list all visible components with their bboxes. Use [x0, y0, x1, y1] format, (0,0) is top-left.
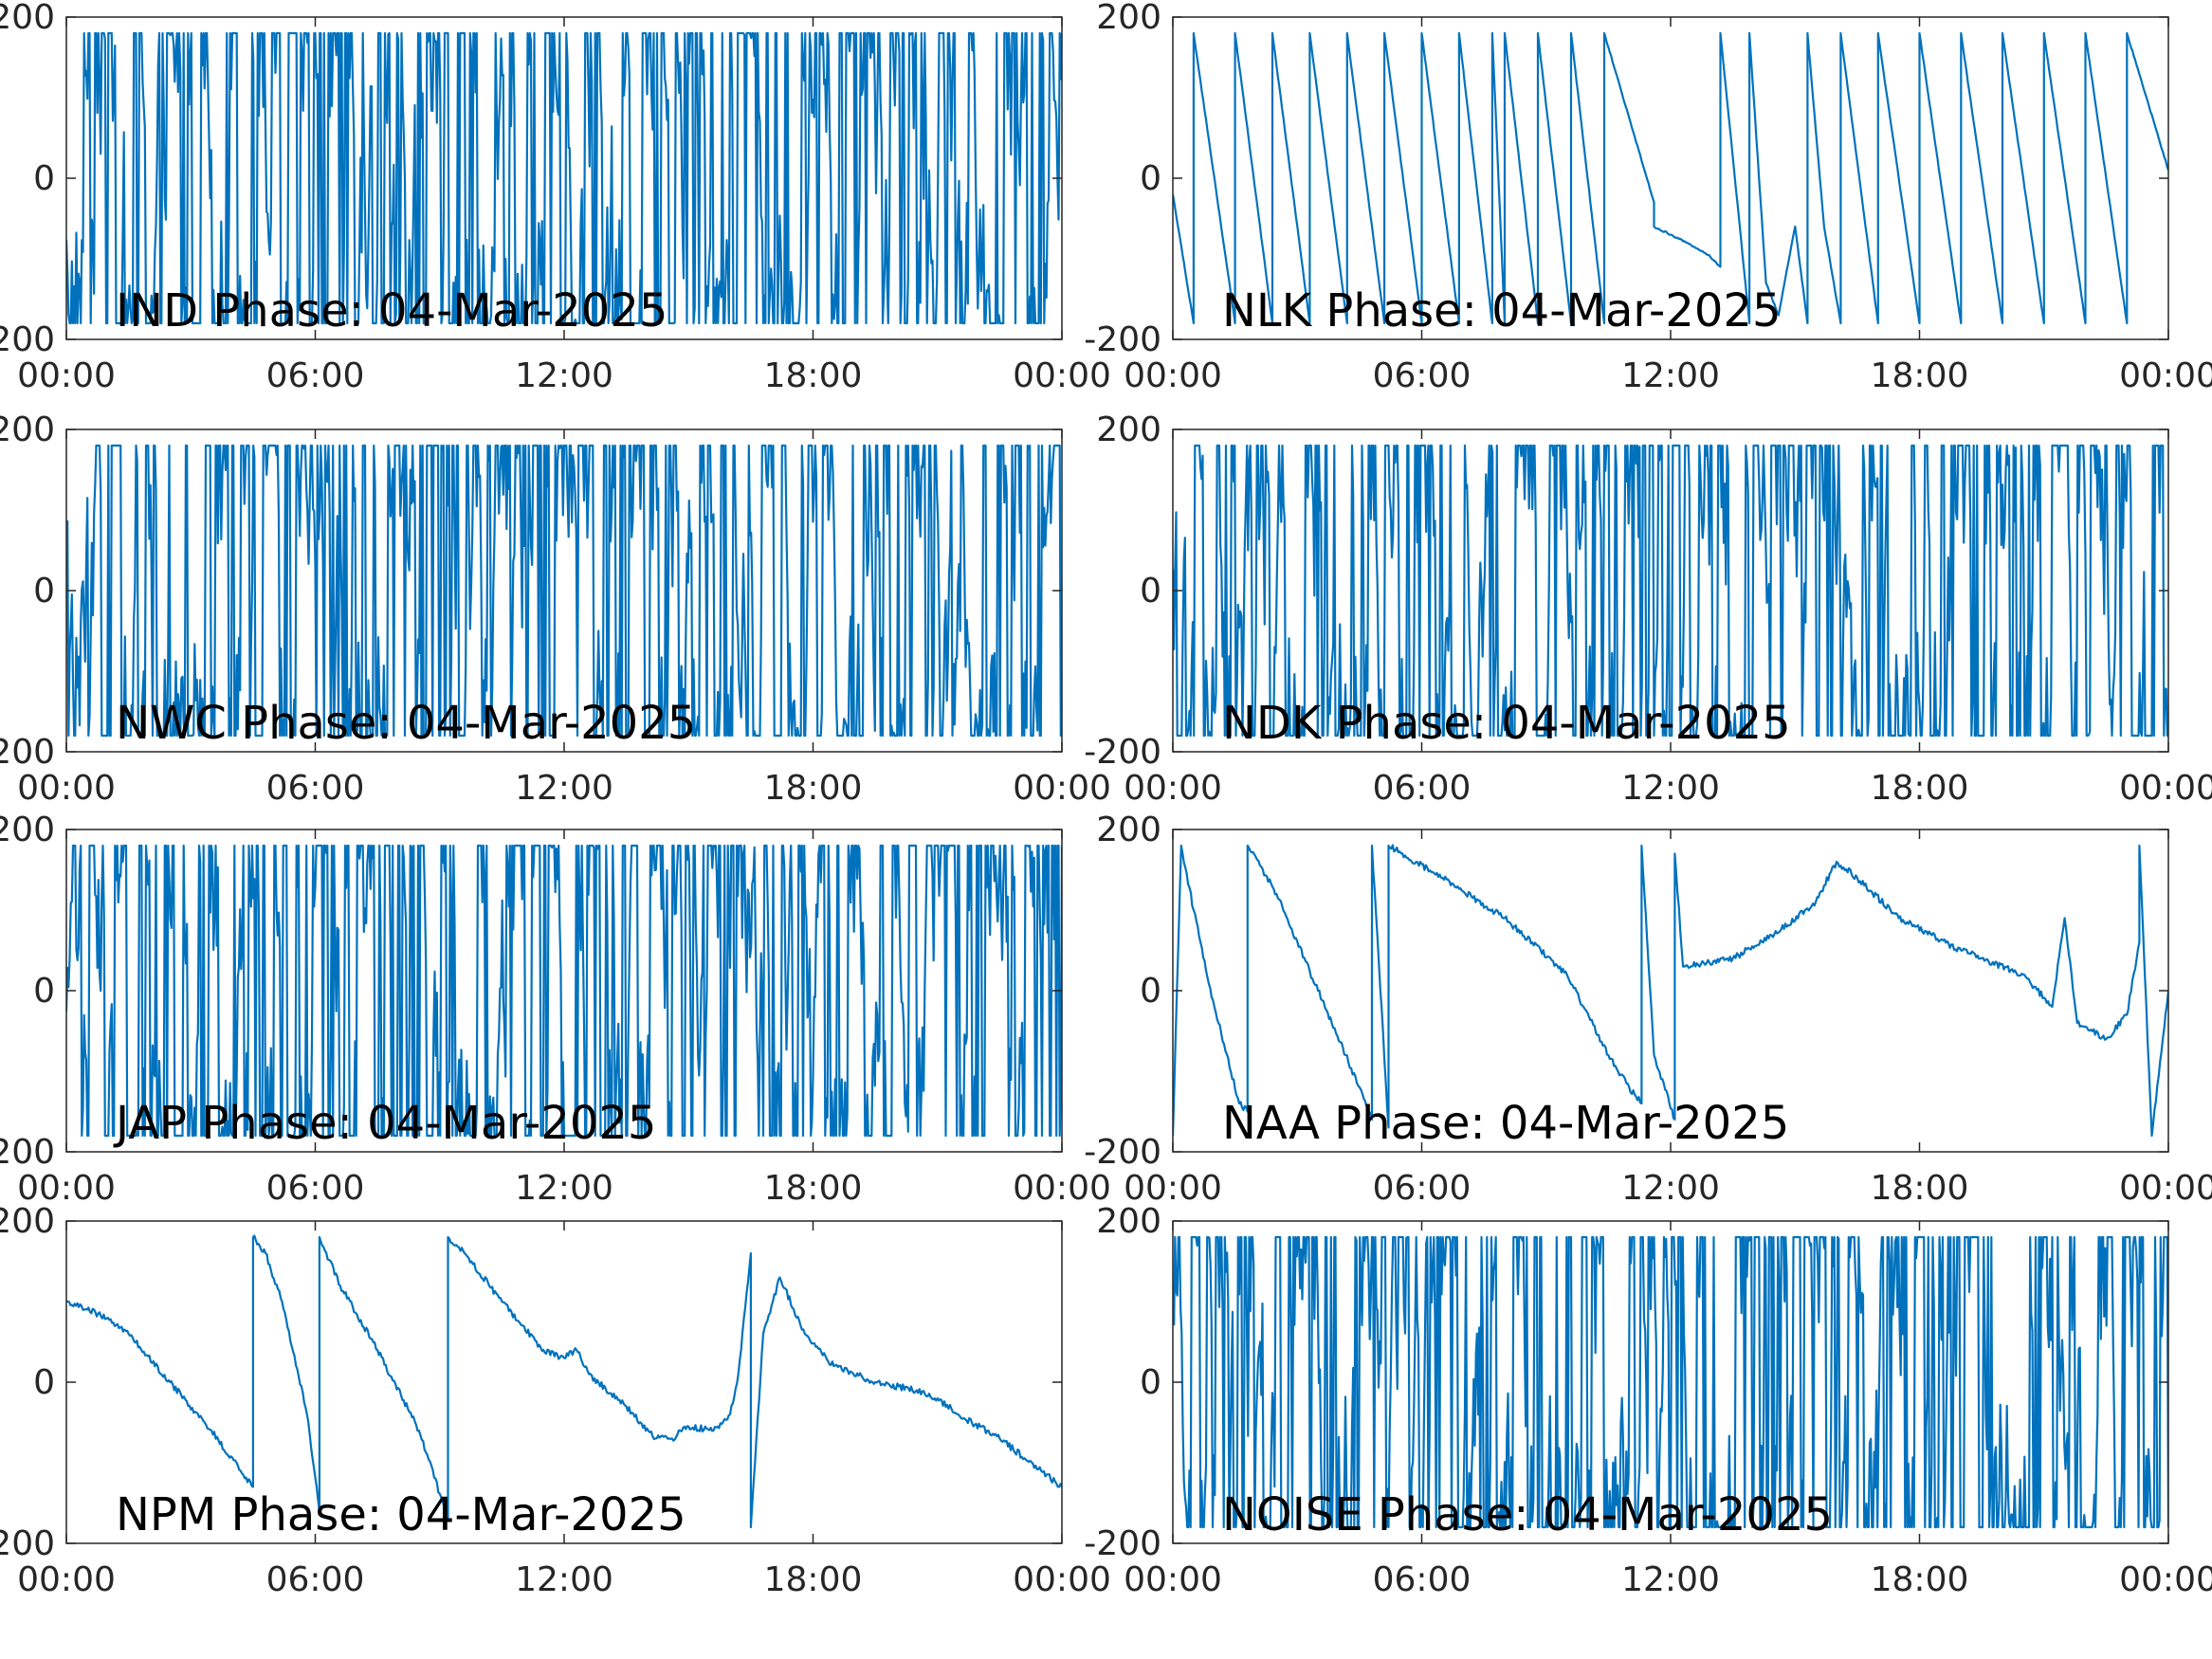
y-tick-label: 0 — [1140, 972, 1161, 1011]
series-group — [66, 31, 1062, 325]
series-line — [1173, 444, 2168, 738]
x-tick-label: 00:00 — [1013, 356, 1111, 395]
y-tick-label: 200 — [0, 811, 55, 849]
x-tick-label: 00:00 — [1124, 356, 1222, 395]
y-tick-label: -200 — [1084, 1133, 1161, 1172]
y-tick-label: 0 — [33, 159, 55, 198]
x-tick-label: 00:00 — [2119, 356, 2212, 395]
panel-title: NAA Phase: 04-Mar-2025 — [1222, 1097, 1789, 1150]
x-tick-label: 06:00 — [266, 356, 365, 395]
series-line — [66, 444, 1062, 738]
panel-title: IND Phase: 04-Mar-2025 — [116, 284, 667, 337]
series-group — [66, 444, 1062, 738]
series-group — [66, 1234, 1062, 1529]
x-tick-label: 00:00 — [1013, 1169, 1111, 1208]
x-tick-label: 00:00 — [1124, 769, 1222, 808]
x-tick-label: 12:00 — [515, 1169, 613, 1208]
y-tick-label: -200 — [1084, 733, 1161, 772]
panel-title: NOISE Phase: 04-Mar-2025 — [1222, 1488, 1833, 1541]
x-tick-label: 12:00 — [515, 356, 613, 395]
series-group — [66, 844, 1062, 1138]
x-tick-label: 12:00 — [1621, 356, 1720, 395]
y-tick-label: 200 — [0, 0, 55, 37]
x-tick-label: 12:00 — [1621, 1560, 1720, 1599]
x-tick-label: 12:00 — [515, 1560, 613, 1599]
x-tick-label: 06:00 — [1373, 1560, 1472, 1599]
x-tick-label: 18:00 — [1871, 1560, 1969, 1599]
y-tick-label: 0 — [33, 972, 55, 1011]
panel-title: NWC Phase: 04-Mar-2025 — [116, 697, 696, 750]
y-tick-label: 200 — [1096, 811, 1161, 849]
x-tick-label: 12:00 — [1621, 1169, 1720, 1208]
panel-title: JAP Phase: 04-Mar-2025 — [113, 1097, 656, 1150]
y-tick-label: 200 — [1096, 410, 1161, 449]
x-tick-label: 12:00 — [1621, 769, 1720, 808]
x-tick-label: 06:00 — [1373, 1169, 1472, 1208]
chart-panel-4: -200 0 200 00:00 06:00 12:00 18:00 00:00 JAP Pha… — [0, 811, 1111, 1208]
y-tick-label: -200 — [1084, 320, 1161, 359]
y-tick-label: -200 — [0, 1524, 55, 1563]
y-tick-label: -200 — [0, 1133, 55, 1172]
y-tick-label: -200 — [0, 320, 55, 359]
panel-title: NLK Phase: 04-Mar-2025 — [1222, 284, 1782, 337]
series-group — [1173, 844, 2168, 1138]
x-tick-label: 06:00 — [266, 1560, 365, 1599]
x-tick-label: 00:00 — [1124, 1169, 1222, 1208]
series-group — [1173, 31, 2168, 325]
series-line — [66, 31, 1062, 325]
x-tick-label: 18:00 — [764, 1560, 863, 1599]
x-tick-label: 00:00 — [2119, 1169, 2212, 1208]
x-tick-label: 00:00 — [1013, 769, 1111, 808]
series-line — [1173, 1235, 2168, 1529]
series-line — [1173, 844, 2168, 1138]
x-tick-label: 00:00 — [17, 1169, 116, 1208]
x-tick-label: 18:00 — [1871, 1169, 1969, 1208]
x-tick-label: 18:00 — [764, 1169, 863, 1208]
x-tick-label: 00:00 — [2119, 1560, 2212, 1599]
x-tick-label: 00:00 — [2119, 769, 2212, 808]
y-tick-label: -200 — [1084, 1524, 1161, 1563]
panel-title: NDK Phase: 04-Mar-2025 — [1222, 697, 1791, 750]
y-tick-label: 0 — [1140, 159, 1161, 198]
x-tick-label: 06:00 — [266, 769, 365, 808]
x-tick-label: 12:00 — [515, 769, 613, 808]
y-tick-label: 0 — [33, 572, 55, 611]
series-group — [1173, 444, 2168, 738]
x-tick-label: 18:00 — [764, 356, 863, 395]
y-tick-label: 0 — [1140, 572, 1161, 611]
x-tick-label: 00:00 — [1013, 1560, 1111, 1599]
x-tick-label: 00:00 — [17, 356, 116, 395]
y-tick-label: 200 — [0, 410, 55, 449]
x-tick-label: 06:00 — [1373, 356, 1472, 395]
x-tick-label: 06:00 — [1373, 769, 1472, 808]
series-line — [1173, 31, 2168, 325]
y-tick-label: 200 — [1096, 1202, 1161, 1241]
y-tick-label: 0 — [33, 1363, 55, 1402]
x-tick-label: 00:00 — [1124, 1560, 1222, 1599]
x-tick-label: 18:00 — [764, 769, 863, 808]
series-line — [66, 844, 1062, 1138]
x-tick-label: 00:00 — [17, 769, 116, 808]
x-tick-label: 18:00 — [1871, 356, 1969, 395]
x-tick-label: 00:00 — [17, 1560, 116, 1599]
panel-title: NPM Phase: 04-Mar-2025 — [116, 1488, 686, 1541]
x-tick-label: 18:00 — [1871, 769, 1969, 808]
series-line — [66, 1234, 1062, 1529]
y-tick-label: 200 — [1096, 0, 1161, 37]
y-tick-label: 200 — [0, 1202, 55, 1241]
y-tick-label: -200 — [0, 733, 55, 772]
x-tick-label: 06:00 — [266, 1169, 365, 1208]
series-group — [1173, 1235, 2168, 1529]
y-tick-label: 0 — [1140, 1363, 1161, 1402]
